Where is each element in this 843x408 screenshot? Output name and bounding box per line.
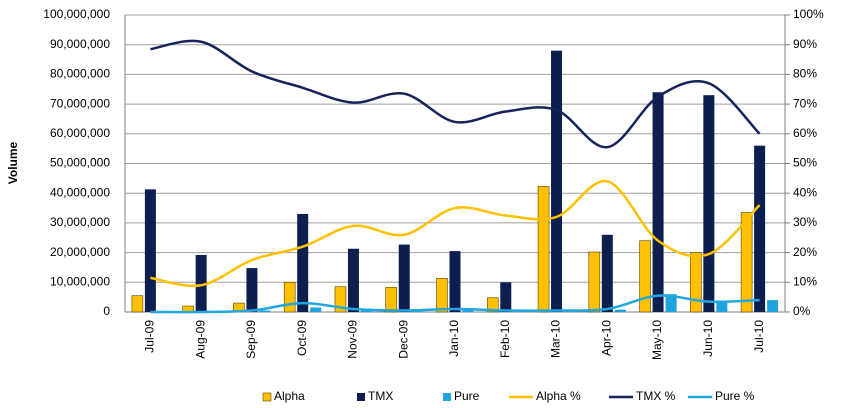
y-tick-label: 80,000,000 xyxy=(50,67,110,81)
x-tick-label: Oct-09 xyxy=(295,320,309,356)
bar xyxy=(195,254,207,312)
bar xyxy=(601,234,613,312)
y-axis-label: Volume xyxy=(6,141,20,184)
legend-swatch xyxy=(357,393,365,401)
x-tick-label: Sep-09 xyxy=(244,320,258,359)
y2-tick-label: 80% xyxy=(793,67,817,81)
x-tick-label: Jan-10 xyxy=(447,320,461,357)
x-tick-label: May-10 xyxy=(650,320,664,360)
y-tick-label: 30,000,000 xyxy=(50,215,110,229)
bar xyxy=(246,268,258,312)
bar xyxy=(347,248,359,312)
bar xyxy=(754,145,766,312)
bar xyxy=(500,282,512,312)
bar xyxy=(588,251,601,313)
legend-label: TMX % xyxy=(636,389,676,403)
line xyxy=(150,294,760,314)
bar xyxy=(449,251,461,312)
bar xyxy=(639,240,651,313)
x-tick-label: Jul-10 xyxy=(752,320,766,353)
y2-tick-label: 0% xyxy=(793,304,811,318)
x-tick-label: Jun-10 xyxy=(701,320,715,357)
legend-label: Alpha % xyxy=(536,389,581,403)
legend-label: Alpha xyxy=(274,389,305,403)
bar xyxy=(716,300,728,312)
bar xyxy=(436,278,448,313)
bar xyxy=(740,212,753,313)
y2-tick-label: 50% xyxy=(793,156,817,170)
bar xyxy=(486,297,499,313)
y2-tick-label: 40% xyxy=(793,185,817,199)
legend-label: Pure % xyxy=(715,389,755,403)
bar xyxy=(398,244,410,312)
y-tick-label: 100,000,000 xyxy=(43,7,110,21)
bar xyxy=(551,50,563,312)
bar xyxy=(360,310,372,312)
legend-label: Pure xyxy=(454,389,480,403)
bar xyxy=(131,295,144,313)
bar xyxy=(614,309,626,312)
y-tick-label: 0 xyxy=(103,304,110,318)
bar xyxy=(310,307,322,312)
bar xyxy=(767,300,779,312)
y-tick-label: 90,000,000 xyxy=(50,37,110,51)
bar xyxy=(652,92,664,312)
x-tick-label: Dec-09 xyxy=(396,320,410,359)
y2-tick-label: 10% xyxy=(793,274,817,288)
y2-tick-label: 20% xyxy=(793,245,817,259)
y-tick-label: 60,000,000 xyxy=(50,126,110,140)
y2-tick-label: 60% xyxy=(793,126,817,140)
legend-swatch xyxy=(443,393,451,401)
y-tick-label: 50,000,000 xyxy=(50,156,110,170)
bar xyxy=(144,189,156,312)
y2-tick-label: 90% xyxy=(793,37,817,51)
y-tick-label: 40,000,000 xyxy=(50,185,110,199)
y-tick-label: 20,000,000 xyxy=(50,245,110,259)
bar xyxy=(334,286,347,313)
bar xyxy=(259,310,271,312)
x-tick-label: Feb-10 xyxy=(498,320,512,358)
y-tick-label: 10,000,000 xyxy=(50,274,110,288)
bar xyxy=(537,186,550,313)
x-tick-label: Jul-09 xyxy=(143,320,157,353)
bar xyxy=(297,213,309,312)
legend-label: TMX xyxy=(368,389,393,403)
bar xyxy=(665,294,677,312)
bar xyxy=(385,287,398,313)
x-tick-label: Aug-09 xyxy=(193,320,207,359)
line xyxy=(150,180,761,288)
legend-swatch xyxy=(262,392,272,402)
bar xyxy=(462,310,474,312)
y2-tick-label: 100% xyxy=(793,7,824,21)
line xyxy=(150,39,761,149)
bar xyxy=(283,281,296,313)
bar xyxy=(703,95,715,312)
x-tick-label: Nov-09 xyxy=(346,320,360,359)
y-tick-label: 70,000,000 xyxy=(50,96,110,110)
bar xyxy=(690,252,702,313)
x-tick-label: Mar-10 xyxy=(549,320,563,358)
y2-tick-label: 70% xyxy=(793,96,817,110)
x-tick-label: Apr-10 xyxy=(599,320,613,356)
y2-tick-label: 30% xyxy=(793,215,817,229)
